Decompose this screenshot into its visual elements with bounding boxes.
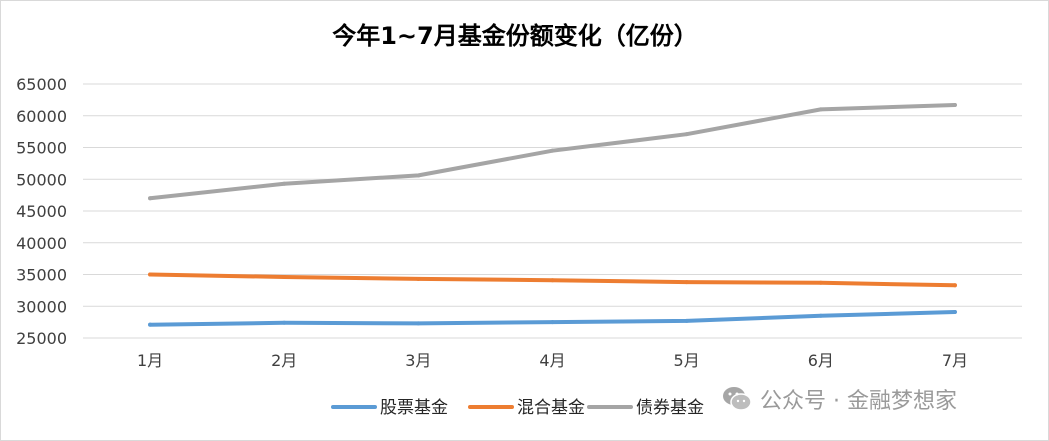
data-point xyxy=(550,278,555,283)
watermark-text: 公众号 · 金融梦想家 xyxy=(760,389,957,414)
y-tick-label: 30000 xyxy=(16,297,67,316)
data-point xyxy=(952,102,957,107)
data-point xyxy=(416,321,421,326)
legend-label: 债券基金 xyxy=(636,398,704,418)
x-tick-label: 3月 xyxy=(405,351,431,370)
data-point xyxy=(282,181,287,186)
x-tick-label: 7月 xyxy=(942,351,968,370)
y-tick-label: 40000 xyxy=(16,234,67,253)
data-point xyxy=(818,280,823,285)
y-tick-label: 50000 xyxy=(16,170,67,189)
y-tick-label: 35000 xyxy=(16,266,67,285)
wechat-icon xyxy=(722,385,752,413)
data-point xyxy=(148,196,153,201)
data-point xyxy=(148,322,153,327)
legend-label: 股票基金 xyxy=(380,398,448,418)
data-point xyxy=(550,320,555,325)
legend-item: 混合基金 xyxy=(468,398,585,418)
x-tick-label: 4月 xyxy=(539,351,565,370)
data-point xyxy=(952,283,957,288)
y-tick-label: 25000 xyxy=(16,329,67,348)
chart-title: 今年1~7月基金份额变化（亿份） xyxy=(332,22,698,50)
x-tick-label: 6月 xyxy=(808,351,834,370)
x-tick-label: 5月 xyxy=(674,351,700,370)
data-point xyxy=(282,275,287,280)
data-point xyxy=(148,272,153,277)
watermark: 公众号 · 金融梦想家 xyxy=(722,381,957,417)
data-point xyxy=(416,276,421,281)
data-point xyxy=(684,280,689,285)
y-tick-label: 65000 xyxy=(16,75,67,94)
legend-item: 债券基金 xyxy=(587,398,704,418)
data-point xyxy=(684,132,689,137)
x-tick-label: 2月 xyxy=(271,351,297,370)
x-tick-label: 1月 xyxy=(137,351,163,370)
data-point xyxy=(282,320,287,325)
legend-label: 混合基金 xyxy=(517,398,585,418)
y-tick-label: 55000 xyxy=(16,139,67,158)
y-tick-label: 45000 xyxy=(16,202,67,221)
data-point xyxy=(952,309,957,314)
legend-item: 股票基金 xyxy=(331,398,448,418)
data-point xyxy=(818,107,823,112)
data-point xyxy=(550,148,555,153)
data-point xyxy=(818,313,823,318)
y-tick-label: 60000 xyxy=(16,107,67,126)
data-point xyxy=(684,318,689,323)
data-point xyxy=(416,173,421,178)
